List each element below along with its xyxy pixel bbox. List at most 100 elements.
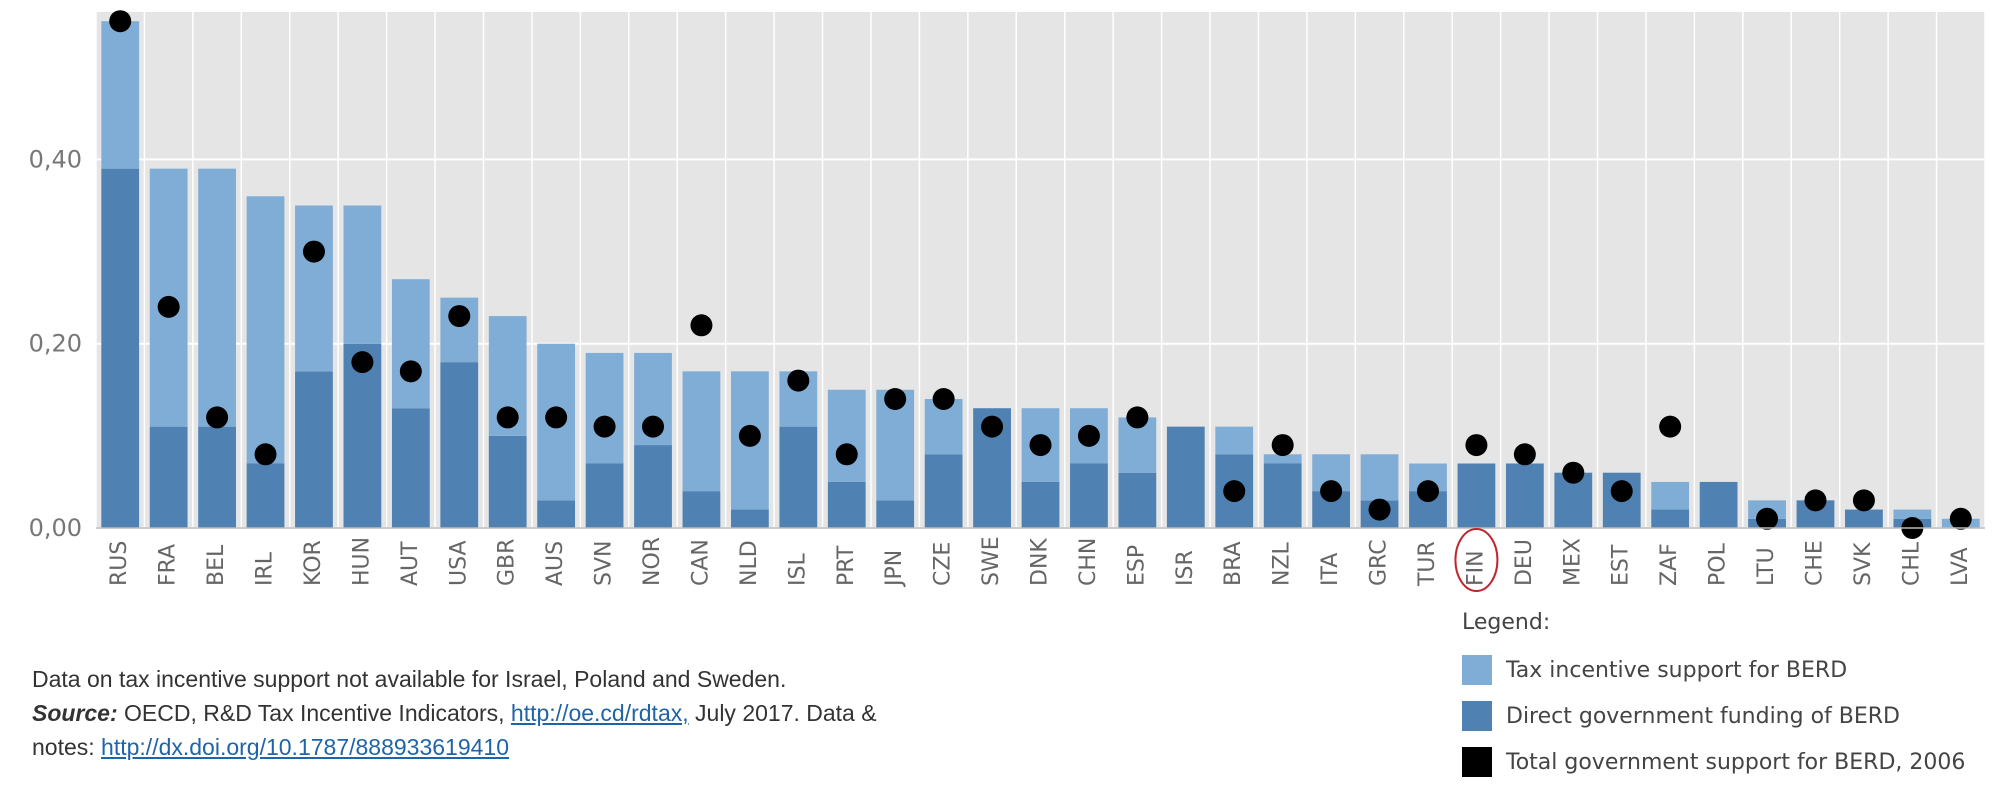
x-tick-label-hun: HUN: [349, 537, 374, 586]
bar-direct-deu: [1505, 463, 1544, 528]
x-tick-label-che: CHE: [1802, 540, 1827, 586]
legend-label-direct: Direct government funding of BERD: [1506, 703, 1901, 729]
legend-item-tax: Tax incentive support for BERD: [1462, 647, 1965, 693]
dot-total-cze: [932, 388, 955, 410]
dot-total-prt: [835, 443, 858, 466]
bar-direct-nzl: [1263, 463, 1302, 528]
bar-direct-bel: [198, 426, 236, 528]
x-tick-label-ltu: LTU: [1754, 547, 1779, 586]
x-tick-label-esp: ESP: [1124, 545, 1149, 586]
source-link[interactable]: http://oe.cd/rdtax,: [510, 700, 689, 726]
legend-swatch-tax: [1462, 655, 1492, 685]
legend-item-total: Total government support for BERD, 2006: [1462, 739, 1965, 785]
x-tick-label-chl: CHL: [1899, 541, 1924, 586]
x-tick-label-pol: POL: [1706, 542, 1731, 586]
source-text: OECD, R&D Tax Incentive Indicators,: [117, 700, 511, 726]
note-source: Source: OECD, R&D Tax Incentive Indicato…: [32, 700, 877, 727]
dot-total-bel: [206, 406, 229, 429]
bar-tax-can: [682, 371, 721, 492]
x-tick-label-zaf: ZAF: [1657, 543, 1682, 586]
y-axis: 0,00 0,20 0,40: [29, 145, 82, 542]
y-tick-label: 0,00: [29, 514, 82, 542]
bar-tax-irl: [246, 196, 285, 464]
dot-total-zaf: [1659, 415, 1682, 438]
bar-tax-chl: [1893, 509, 1932, 519]
x-tick-label-isr: ISR: [1173, 550, 1198, 586]
x-tick-label-ita: ITA: [1318, 553, 1343, 586]
y-tick-label: 0,40: [29, 145, 82, 173]
bar-direct-isl: [779, 426, 818, 528]
x-axis: RUS FRA BEL IRL KOR HUN AUT USA GBR AUS SVN NOR CAN N…: [96, 527, 1985, 592]
x-tick-label-kor: KOR: [301, 540, 326, 586]
bar-tax-rus: [101, 21, 140, 169]
bar-direct-jpn: [876, 500, 915, 528]
x-tick-label-deu: DEU: [1512, 539, 1537, 586]
dot-total-aut: [399, 360, 422, 383]
x-tick-label-rus: RUS: [107, 541, 132, 586]
dot-total-kor: [302, 240, 325, 263]
x-tick-label-chn: CHN: [1076, 538, 1101, 586]
x-tick-label-can: CAN: [688, 539, 713, 586]
dot-total-gbr: [496, 406, 519, 429]
dot-total-grc: [1368, 498, 1391, 521]
bar-tax-prt: [827, 389, 866, 482]
dot-total-mex: [1562, 461, 1585, 484]
bar-direct-rus: [101, 168, 140, 528]
dot-total-est: [1610, 480, 1633, 503]
x-tick-label-swe: SWE: [979, 536, 1004, 586]
bar-direct-irl: [246, 463, 285, 528]
dot-total-dnk: [1029, 434, 1052, 457]
x-tick-label-svn: SVN: [592, 541, 617, 586]
legend-swatch-direct: [1462, 701, 1492, 731]
x-tick-label-cze: CZE: [931, 542, 956, 586]
dot-total-fin: [1465, 434, 1488, 457]
x-tick-label-fin: FIN: [1463, 550, 1488, 586]
legend-label-tax: Tax incentive support for BERD: [1506, 657, 1848, 683]
dot-total-tur: [1416, 480, 1439, 503]
dot-total-hun: [351, 351, 374, 374]
dot-total-ita: [1320, 480, 1343, 503]
x-tick-label-prt: PRT: [834, 545, 859, 586]
bar-tax-nzl: [1263, 454, 1302, 464]
dot-total-usa: [448, 305, 471, 328]
bar-tax-zaf: [1651, 481, 1690, 510]
bar-direct-aus: [537, 500, 576, 528]
dot-total-svk: [1852, 489, 1875, 512]
notes-label: notes:: [32, 734, 102, 760]
x-tick-label-aus: AUS: [543, 541, 568, 586]
dot-total-nor: [642, 415, 665, 438]
x-tick-label-tur: TUR: [1415, 541, 1440, 587]
bar-direct-usa: [440, 362, 479, 528]
legend: Legend: Tax incentive support for BERD D…: [1462, 610, 1965, 785]
bar-chart: 0,00 0,20 0,40 RUS FRA BEL IRL KOR HUN AUT USA GBR…: [29, 10, 1986, 592]
notes-link[interactable]: http://dx.doi.org/10.1787/888933619410: [101, 734, 510, 760]
bar-direct-svn: [585, 463, 624, 528]
dot-total-aus: [545, 406, 568, 429]
x-tick-label-fra: FRA: [156, 544, 181, 586]
bar-direct-svk: [1845, 509, 1883, 528]
dot-total-bra: [1223, 480, 1246, 503]
bar-tax-svn: [585, 352, 624, 464]
dot-total-nzl: [1271, 434, 1294, 457]
bar-direct-chn: [1070, 463, 1108, 528]
note-availability: Data on tax incentive support not availa…: [32, 666, 787, 692]
legend-swatch-total: [1462, 747, 1492, 777]
bar-tax-grc: [1360, 454, 1399, 501]
x-tick-label-lva: LVA: [1948, 547, 1973, 586]
dot-total-jpn: [884, 388, 907, 410]
legend-title: Legend:: [1462, 610, 1551, 635]
dot-total-fra: [157, 295, 180, 318]
dot-total-esp: [1126, 406, 1149, 429]
bar-tax-bel: [198, 168, 236, 427]
bar-tax-kor: [295, 205, 333, 372]
bar-direct-aut: [391, 408, 430, 528]
bar-direct-nld: [730, 509, 769, 528]
x-tick-label-irl: IRL: [253, 551, 278, 586]
x-tick-label-mex: MEX: [1560, 538, 1585, 586]
dot-total-lva: [1949, 507, 1972, 530]
total-support-dots: [109, 10, 1972, 539]
dot-total-svn: [593, 415, 616, 438]
bars: [101, 21, 1980, 528]
dot-total-nld: [738, 424, 761, 447]
bar-direct-kor: [295, 371, 333, 528]
